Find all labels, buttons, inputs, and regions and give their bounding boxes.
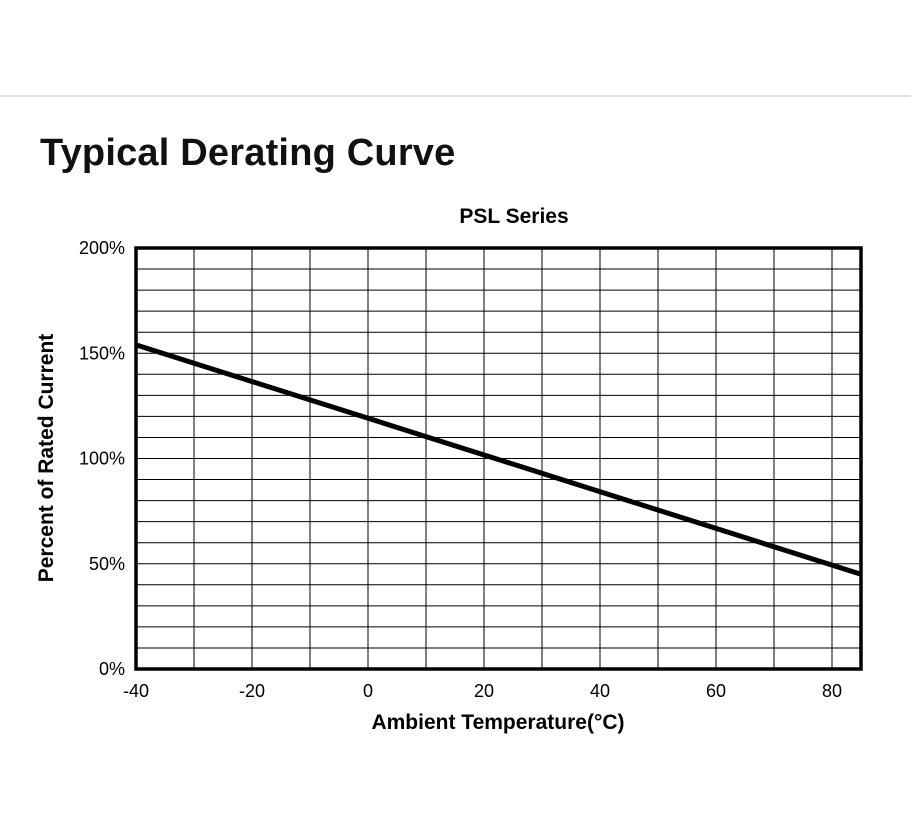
x-tick-label: 40 [590,681,610,701]
plot-frame [134,246,863,671]
y-axis-label: Percent of Rated Current [35,334,58,583]
x-tick-label: -40 [123,681,149,701]
y-tick-label: 150% [79,343,125,363]
top-divider [0,95,911,97]
tick-labels: -40 -20 0 20 40 60 80 0% 50% 100% 150% 200% [79,238,842,701]
y-tick-label: 0% [99,659,125,679]
y-tick-label: 100% [79,449,125,469]
grid-layer [136,248,861,669]
x-tick-label: 0 [363,681,373,701]
x-tick-label: 80 [822,681,842,701]
x-tick-label: 20 [474,681,494,701]
series-layer [135,342,862,577]
x-tick-label: 60 [706,681,726,701]
derating-line [135,342,862,577]
y-tick-label: 50% [89,554,125,574]
x-axis-label: Ambient Temperature(°C) [371,711,624,734]
chart-title: PSL Series [459,205,568,228]
x-tick-label: -20 [239,681,265,701]
page-heading: Typical Derating Curve [40,132,456,174]
y-tick-label: 200% [79,238,125,258]
